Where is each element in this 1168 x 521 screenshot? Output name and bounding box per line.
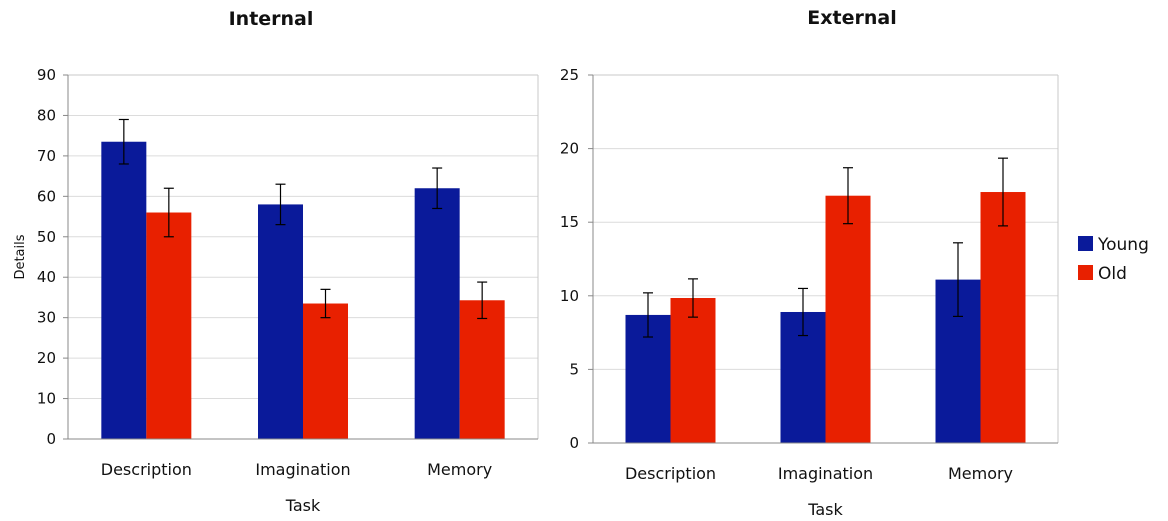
y-tick-label: 40 bbox=[37, 268, 56, 286]
bar-old-memory bbox=[459, 300, 505, 439]
x-axis-title: Task bbox=[807, 500, 843, 519]
x-category-label: Memory bbox=[948, 464, 1013, 483]
y-tick-label: 0 bbox=[46, 430, 56, 448]
y-tick-label: 10 bbox=[37, 390, 56, 408]
legend-swatch-old bbox=[1078, 265, 1093, 280]
bar-old-description bbox=[670, 298, 716, 443]
legend-label: Young bbox=[1097, 235, 1149, 255]
legend: Young Old bbox=[1078, 235, 1149, 284]
x-axis-title: Task bbox=[285, 496, 321, 515]
x-category-label: Imagination bbox=[778, 464, 873, 483]
y-tick-label: 80 bbox=[37, 106, 56, 124]
y-tick-label: 10 bbox=[560, 287, 579, 305]
bar-young-imagination bbox=[258, 204, 303, 439]
chart-external: External 0 5 10 15 20 25 Description Imagination… bbox=[560, 7, 1059, 519]
y-tick-label: 20 bbox=[560, 140, 579, 158]
x-category-label: Description bbox=[101, 460, 192, 479]
y-tick-label: 30 bbox=[37, 309, 56, 327]
y-tick-label: 15 bbox=[560, 213, 579, 231]
y-tick-label: 50 bbox=[37, 228, 56, 246]
y-tick-label: 60 bbox=[37, 187, 56, 205]
legend-swatch-young bbox=[1078, 236, 1093, 251]
bar-old-memory bbox=[980, 192, 1026, 443]
y-tick-label: 70 bbox=[37, 147, 56, 165]
x-category-label: Imagination bbox=[255, 460, 350, 479]
y-tick-label: 90 bbox=[37, 66, 56, 84]
x-category-label: Memory bbox=[427, 460, 492, 479]
bar-young-description bbox=[101, 141, 147, 439]
chart-title: Internal bbox=[229, 8, 314, 30]
y-tick-label: 5 bbox=[569, 360, 579, 378]
bar-young-memory bbox=[414, 188, 460, 439]
y-tick-label: 25 bbox=[560, 66, 579, 84]
x-category-label: Description bbox=[625, 464, 716, 483]
bar-old-description bbox=[146, 212, 192, 439]
chart-title: External bbox=[807, 7, 896, 29]
bar-old-imagination bbox=[825, 195, 871, 443]
legend-label: Old bbox=[1098, 264, 1127, 284]
y-axis-title: Details bbox=[13, 234, 28, 279]
y-tick-label: 20 bbox=[37, 349, 56, 367]
chart-internal: Internal 0 10 20 30 40 50 60 70 80 90 Description Im… bbox=[13, 8, 539, 515]
y-tick-label: 0 bbox=[569, 434, 579, 452]
bar-old-imagination bbox=[303, 303, 348, 439]
